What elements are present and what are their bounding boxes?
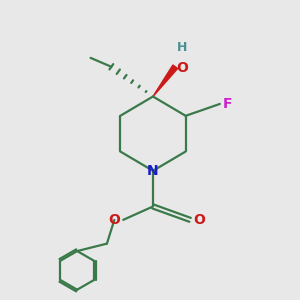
Polygon shape [153, 65, 178, 97]
Text: O: O [193, 213, 205, 227]
Text: O: O [177, 61, 189, 75]
Text: F: F [223, 97, 232, 111]
Text: N: N [147, 164, 159, 178]
Text: H: H [177, 41, 187, 54]
Text: O: O [108, 213, 120, 227]
